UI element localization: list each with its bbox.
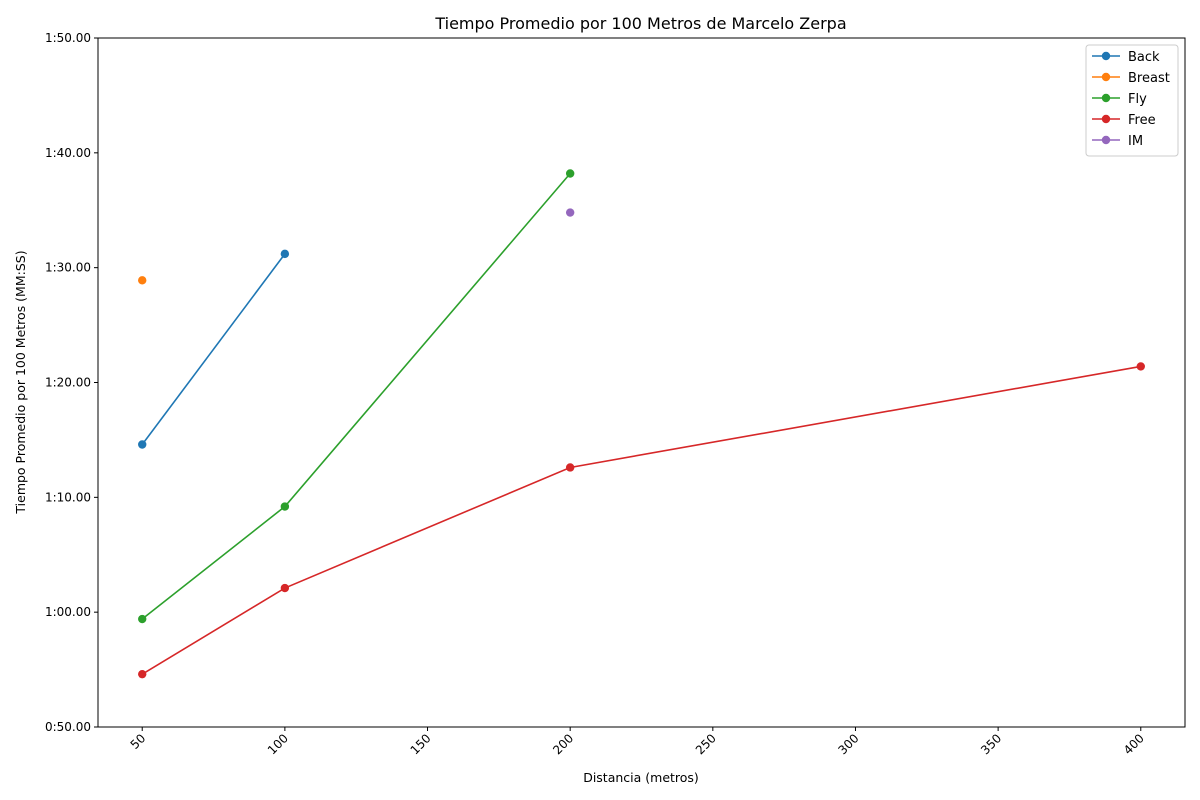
x-tick-label: 350 <box>978 731 1004 757</box>
data-point-free <box>565 463 575 472</box>
legend-label-breast: Breast <box>1128 71 1170 86</box>
x-tick-label: 100 <box>265 731 291 757</box>
y-tick-label: 0:50.00 <box>45 720 91 734</box>
plot-frame <box>97 37 1186 728</box>
data-point-breast <box>138 276 147 285</box>
y-tick-label: 1:50.00 <box>45 31 91 45</box>
y-tick-label: 1:40.00 <box>45 146 91 160</box>
data-point-free <box>1136 362 1145 371</box>
legend: Back Breast Fly Free IM <box>1085 44 1179 157</box>
legend-label-back: Back <box>1128 50 1160 65</box>
legend-marker-im <box>1101 135 1111 145</box>
x-tick-label: 200 <box>550 731 576 757</box>
y-tick-label: 1:30.00 <box>45 261 91 275</box>
chart-title: Tiempo Promedio por 100 Metros de Marcel… <box>434 14 846 33</box>
legend-label-free: Free <box>1128 113 1156 128</box>
x-tick-label: 400 <box>1121 731 1147 757</box>
y-tick-label: 1:00.00 <box>45 605 91 619</box>
y-tick-label: 1:20.00 <box>45 376 91 390</box>
series-line-back <box>141 253 286 445</box>
axes: 50 100 150 200 250 300 350 400 0:50.00 1:00.00 1:1… <box>45 31 1186 757</box>
legend-label-im: IM <box>1128 134 1143 149</box>
x-axis-label: Distancia (metros) <box>583 770 699 785</box>
data-point-free <box>138 669 147 679</box>
legend-label-fly: Fly <box>1128 92 1147 107</box>
data-point-im <box>565 208 575 217</box>
data-point-back <box>280 249 290 259</box>
data-point-fly <box>565 169 575 178</box>
series-line-fly <box>141 172 571 620</box>
data-point-fly <box>138 614 147 624</box>
series-line-free <box>141 365 1141 675</box>
legend-box <box>1085 44 1179 157</box>
x-tick-label: 150 <box>408 731 434 757</box>
legend-marker-back <box>1101 51 1111 61</box>
plot-area <box>138 169 1145 679</box>
legend-marker-free <box>1101 114 1111 124</box>
x-tick-label: 50 <box>128 731 149 752</box>
x-tick-label: 250 <box>693 731 719 757</box>
x-tick-label: 300 <box>836 731 862 757</box>
data-point-free <box>280 583 290 593</box>
legend-marker-breast <box>1101 72 1111 82</box>
legend-marker-fly <box>1101 93 1111 103</box>
data-point-back <box>138 440 147 449</box>
y-tick-label: 1:10.00 <box>45 490 91 504</box>
y-axis-label: Tiempo Promedio por 100 Metros (MM:SS) <box>13 250 28 514</box>
data-point-fly <box>280 502 290 511</box>
